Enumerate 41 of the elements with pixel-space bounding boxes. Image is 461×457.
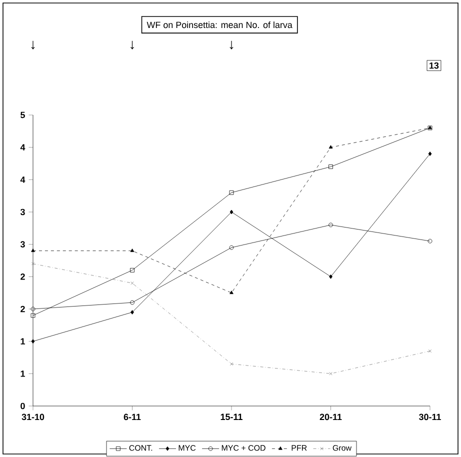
y-tick-label: 2 <box>20 306 25 312</box>
point <box>229 190 234 195</box>
y-tick-label: 0 <box>20 402 25 410</box>
point <box>328 164 333 169</box>
y-tick-label: 4 <box>20 176 26 183</box>
point <box>31 248 35 252</box>
x-tick-label: 6-11 <box>124 414 141 420</box>
x-tick-label: 31-10 <box>22 414 44 420</box>
y-tick-label: 4 <box>20 144 26 150</box>
y-tick-label: 2 <box>20 274 25 280</box>
point <box>130 300 134 305</box>
x-tick-label: 20-11 <box>320 414 342 420</box>
point <box>428 349 432 353</box>
point <box>328 222 333 228</box>
point <box>230 210 234 214</box>
y-tick-label: 5 <box>20 112 25 118</box>
point <box>31 339 35 344</box>
y-tick-label: 3 <box>20 208 25 216</box>
text: ↓ <box>230 40 234 50</box>
point <box>229 245 234 250</box>
point <box>130 282 134 285</box>
point <box>130 310 134 314</box>
point <box>329 274 332 279</box>
y-tick-label: 1 <box>20 370 25 377</box>
chart-title: WF on Poinsettia: mean No. of larva <box>146 22 292 28</box>
point <box>329 372 332 376</box>
point <box>428 152 432 156</box>
point <box>230 362 234 366</box>
point <box>30 313 36 318</box>
x-tick-label: 30-11 <box>418 414 441 420</box>
y-tick-label: 3 <box>20 241 25 248</box>
text: ↓ <box>130 40 134 50</box>
point <box>31 262 35 266</box>
text: 13 <box>430 62 439 69</box>
text: ↓ <box>31 40 35 50</box>
x-tick-label: 15-11 <box>220 414 242 420</box>
point <box>328 145 333 149</box>
point <box>130 248 134 252</box>
point <box>130 268 134 272</box>
y-tick-label: 1 <box>20 338 25 344</box>
point <box>230 290 234 294</box>
